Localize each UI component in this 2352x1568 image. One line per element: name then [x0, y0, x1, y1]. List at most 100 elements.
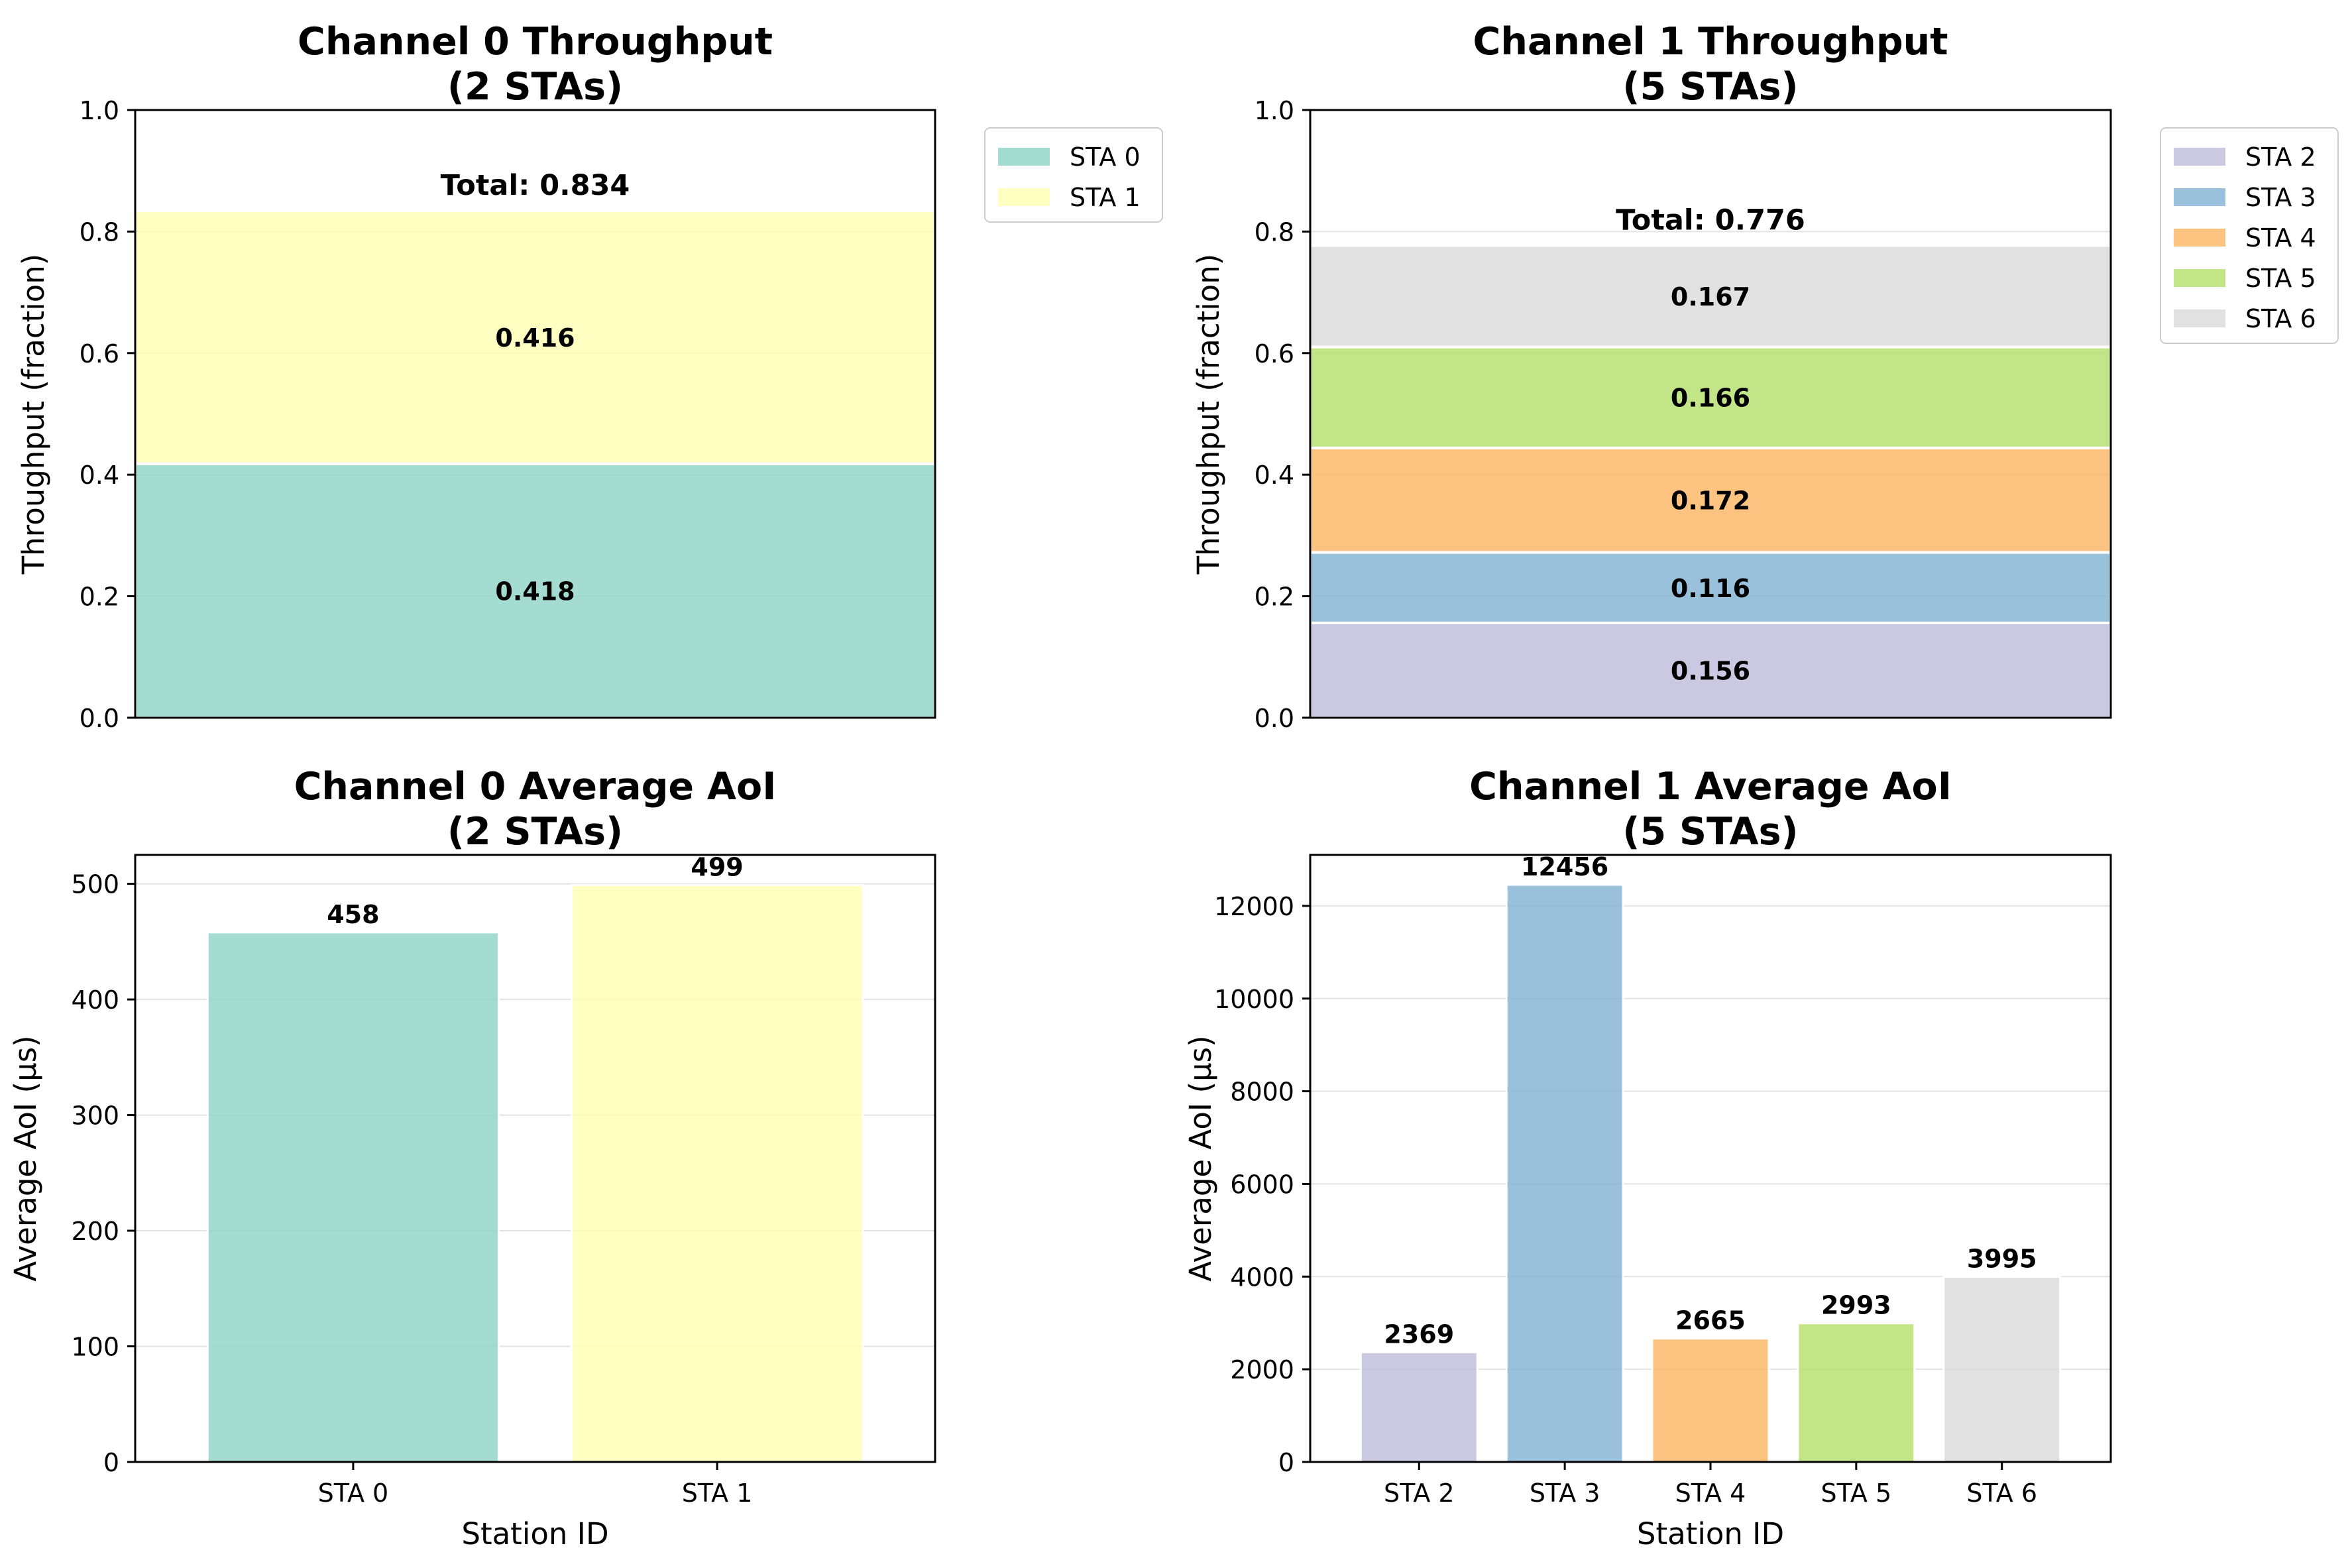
- bar-value-label: 499: [691, 852, 743, 881]
- legend-entry-label: STA 4: [2245, 223, 2316, 252]
- segment-value-label: 0.418: [495, 577, 575, 606]
- bar-value-label: 2369: [1384, 1319, 1454, 1349]
- legend-swatch: [2174, 269, 2225, 287]
- legend-swatch: [2174, 148, 2225, 166]
- plot-frame: [1309, 854, 2112, 1463]
- bar-segment: [1309, 551, 2112, 624]
- y-tick-label: 0: [1278, 1448, 1294, 1477]
- y-tick-label: 0.4: [80, 461, 119, 490]
- y-tick-label: 12000: [1214, 892, 1294, 921]
- chart-title: Channel 1 Average AoI (5 STAs): [1469, 765, 1952, 854]
- x-tick-label: STA 0: [318, 1479, 389, 1508]
- segment-value-label: 0.416: [495, 323, 575, 353]
- x-tick-label: STA 2: [1384, 1479, 1455, 1508]
- y-tick-label: 0.0: [80, 704, 119, 733]
- y-axis-label: Average AoI (μs): [8, 1035, 43, 1281]
- total-label: Total: 0.834: [441, 169, 630, 202]
- y-tick-label: 200: [71, 1217, 119, 1246]
- legend-entry-label: STA 5: [2245, 264, 2316, 293]
- y-tick-label: 500: [71, 870, 119, 899]
- plot-frame: [134, 109, 936, 719]
- x-tick-label: STA 5: [1821, 1479, 1892, 1508]
- y-tick-label: 0.6: [80, 339, 119, 368]
- segment-value-label: 0.172: [1671, 486, 1750, 516]
- bar-value-label: 3995: [1967, 1245, 2037, 1274]
- chart-title-line: Channel 1 Average AoI: [1469, 765, 1952, 809]
- x-axis-label: Station ID: [1637, 1516, 1784, 1551]
- legend-swatch: [2174, 309, 2225, 327]
- bar-value-label: 2993: [1821, 1291, 1891, 1320]
- bar-value-label: 12456: [1521, 852, 1608, 881]
- chart-ch0_tp: Channel 0 Throughput (2 STAs) 0.418 0.416 To…: [16, 20, 1163, 733]
- bar-segment: [134, 209, 936, 465]
- plot-frame: [134, 854, 936, 1463]
- legend-entry-label: STA 6: [2245, 304, 2316, 333]
- y-tick-label: 4000: [1230, 1262, 1294, 1292]
- x-axis-label: Station ID: [461, 1516, 608, 1551]
- plot-frame: [1309, 109, 2112, 719]
- segment-value-label: 0.156: [1671, 656, 1750, 685]
- chart-title: Channel 0 Throughput (2 STAs): [298, 20, 773, 109]
- legend-swatch: [2174, 229, 2225, 247]
- legend-entry-label: STA 0: [1070, 142, 1141, 172]
- y-tick-label: 0.0: [1255, 704, 1294, 733]
- x-tick-label: STA 6: [1966, 1479, 2037, 1508]
- bar: [1359, 1351, 1479, 1463]
- y-tick-label: 0.8: [1255, 217, 1294, 247]
- legend-entry-label: STA 3: [2245, 183, 2316, 212]
- x-tick-label: STA 3: [1530, 1479, 1600, 1508]
- chart-ch1_tp: Channel 1 Throughput (5 STAs) 0.156 0.116 0.…: [1191, 20, 2339, 733]
- bar: [1797, 1322, 1916, 1463]
- chart-ch0_aoi: Channel 0 Average AoI (2 STAs) 458 STA 0 499…: [8, 765, 936, 1551]
- legend-entry-label: STA 1: [1070, 183, 1141, 212]
- y-tick-label: 6000: [1230, 1170, 1294, 1199]
- bar-segment: [1309, 446, 2112, 554]
- y-tick-label: 0.6: [1255, 339, 1294, 368]
- chart-title-line: (2 STAs): [447, 65, 623, 109]
- bar: [206, 931, 500, 1463]
- bar: [1942, 1276, 2062, 1463]
- y-axis-label: Throughput (fraction): [16, 254, 51, 575]
- chart-title-line: (5 STAs): [1622, 810, 1798, 854]
- chart-title-line: (2 STAs): [447, 810, 623, 854]
- chart-ch1_aoi: Channel 1 Average AoI (5 STAs) 2369 STA 2 12…: [1183, 765, 2112, 1551]
- chart-title-line: (5 STAs): [1622, 65, 1798, 109]
- segment-value-label: 0.167: [1671, 282, 1750, 311]
- segment-value-label: 0.116: [1671, 574, 1750, 603]
- bar: [1505, 883, 1624, 1463]
- y-tick-label: 0.4: [1255, 461, 1294, 490]
- chart-title-line: Channel 0 Average AoI: [294, 765, 777, 809]
- bar: [570, 883, 864, 1463]
- x-tick-label: STA 1: [682, 1479, 753, 1508]
- legend-swatch: [2174, 188, 2225, 206]
- bar: [1651, 1337, 1770, 1463]
- y-tick-label: 0.8: [80, 217, 119, 247]
- y-tick-label: 100: [71, 1333, 119, 1362]
- y-axis-label: Throughput (fraction): [1191, 254, 1226, 575]
- bar-segment: [1309, 244, 2112, 349]
- chart-title: Channel 0 Average AoI (2 STAs): [294, 765, 777, 854]
- bar-value-label: 2665: [1675, 1306, 1746, 1335]
- legend-entry-label: STA 2: [2245, 142, 2316, 172]
- bar-value-label: 458: [327, 900, 379, 929]
- y-tick-label: 0.2: [1255, 583, 1294, 612]
- y-tick-label: 1.0: [1255, 96, 1294, 125]
- chart-title: Channel 1 Throughput (5 STAs): [1473, 20, 1948, 109]
- y-tick-label: 10000: [1214, 985, 1294, 1014]
- x-tick-label: STA 4: [1675, 1479, 1746, 1508]
- y-tick-label: 1.0: [80, 96, 119, 125]
- y-tick-label: 8000: [1230, 1078, 1294, 1107]
- bar-segment: [134, 462, 936, 719]
- y-tick-label: 0.2: [80, 583, 119, 612]
- segment-value-label: 0.166: [1671, 384, 1750, 413]
- y-tick-label: 2000: [1230, 1355, 1294, 1384]
- legend-swatch: [998, 148, 1050, 166]
- y-tick-label: 300: [71, 1101, 119, 1131]
- legend-swatch: [998, 188, 1050, 206]
- total-label: Total: 0.776: [1616, 203, 1805, 237]
- chart-title-line: Channel 1 Throughput: [1473, 20, 1948, 64]
- legend-box: [2160, 127, 2339, 344]
- y-tick-label: 0: [103, 1448, 119, 1477]
- y-tick-label: 400: [71, 985, 119, 1015]
